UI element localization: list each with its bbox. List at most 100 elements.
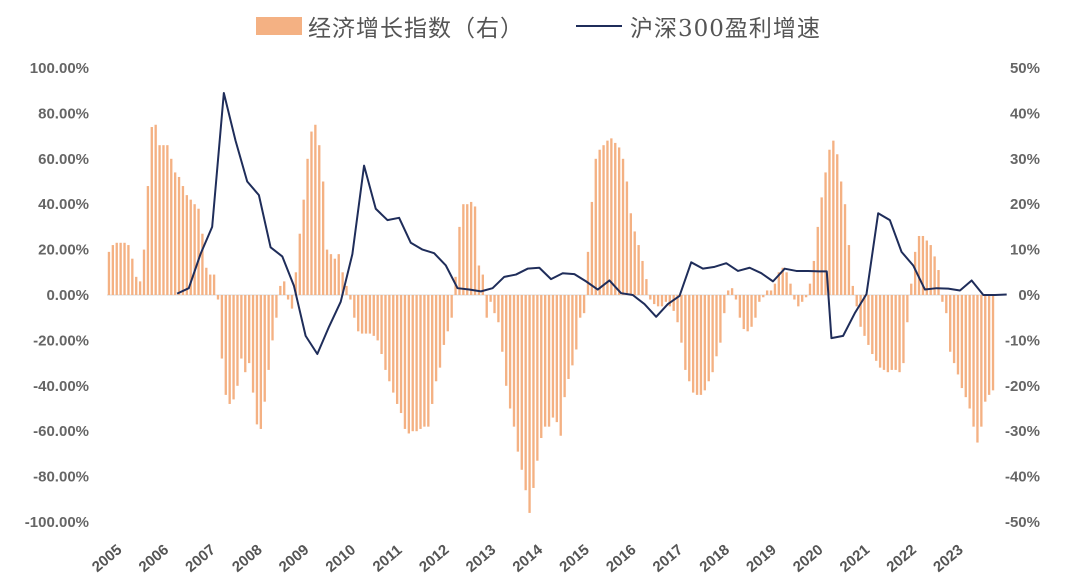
bar [719,295,722,343]
bar [672,295,675,311]
bar [205,267,208,295]
bar [727,290,730,295]
bar [707,295,710,382]
left-axis-tick-label: 80.00% [38,105,89,122]
x-axis-year-label: 2005 [89,541,125,575]
bar [236,295,239,386]
bar [286,295,290,300]
bar [372,295,375,336]
bar [723,295,726,314]
bar [142,249,146,295]
bar [551,295,555,418]
x-axis-year-label: 2011 [370,542,406,576]
x-axis-year-label: 2022 [883,541,919,575]
left-axis-tick-label: -60.00% [33,423,89,440]
bar [368,295,372,334]
bar [450,295,453,318]
bar [676,295,679,323]
bar [917,235,921,295]
bar [960,295,964,389]
bar [641,260,644,295]
right-axis-tick-label: 20% [1010,196,1040,213]
bar [653,295,656,305]
bar [415,295,418,432]
bar [945,295,948,314]
bar [746,295,749,332]
bar [851,285,854,295]
bar [832,140,835,295]
bar [952,295,956,364]
bar [610,138,613,295]
legend-item-economic-index: 经济增长指数（右） [256,8,524,44]
bar [984,295,987,402]
bar [505,295,508,386]
bar [524,295,527,491]
bar [964,295,967,398]
bar [765,290,769,295]
x-axis-year-label: 2016 [603,541,639,575]
bar [388,295,391,382]
bar [801,295,804,302]
bar [925,240,928,295]
x-axis-year-label: 2013 [463,541,499,575]
bar [244,295,247,373]
bar [695,295,699,395]
bar [543,295,547,427]
right-axis-tick-label: 30% [1010,151,1040,168]
bar [298,233,301,295]
bar [197,208,200,295]
bar [777,272,780,295]
bar [586,251,590,295]
x-axis-year-label: 2017 [650,541,686,575]
bar [894,295,897,370]
bar [131,258,134,295]
bar [664,295,668,302]
x-axis-year-label: 2006 [136,541,172,575]
bar [321,181,325,295]
bar [859,295,862,327]
bar [376,295,379,341]
right-axis-tick-label: -50% [1005,514,1040,531]
x-axis-year-label: 2008 [229,541,265,575]
bar [987,295,991,395]
bar [980,295,983,427]
bar [875,295,878,361]
right-axis-tick-label: -10% [1005,332,1040,349]
bar [481,274,484,295]
bar [863,295,866,336]
left-axis-tick-label: 20.00% [38,242,89,259]
x-axis-year-label: 2020 [790,541,826,575]
bar [797,295,800,307]
bar [742,295,745,330]
bar [173,172,177,295]
bar [493,295,496,314]
bar [520,295,523,470]
bar [201,233,204,295]
bar [715,295,718,357]
bar [828,149,831,295]
left-axis-tick-label: 100.00% [30,60,89,77]
bar [399,295,403,414]
bar [462,204,465,295]
bar [458,226,461,295]
bar [614,142,617,295]
bar [279,285,282,295]
bar [162,145,165,295]
bar [532,295,535,488]
bar [508,295,512,409]
x-axis-year-label: 2012 [416,541,452,575]
bar [839,181,843,295]
chart-legend: 经济增长指数（右） 沪深300盈利增速 [0,8,1065,44]
bar [738,295,742,318]
bar [220,295,224,359]
bar [119,242,122,295]
x-axis-year-label: 2021 [837,541,873,575]
left-axis-tick-label: -20.00% [33,332,89,349]
bar [127,245,130,295]
bar [882,295,886,370]
bar [380,295,383,355]
bar [259,295,263,429]
bar [734,295,738,300]
bar [138,281,142,295]
bar [283,281,286,295]
